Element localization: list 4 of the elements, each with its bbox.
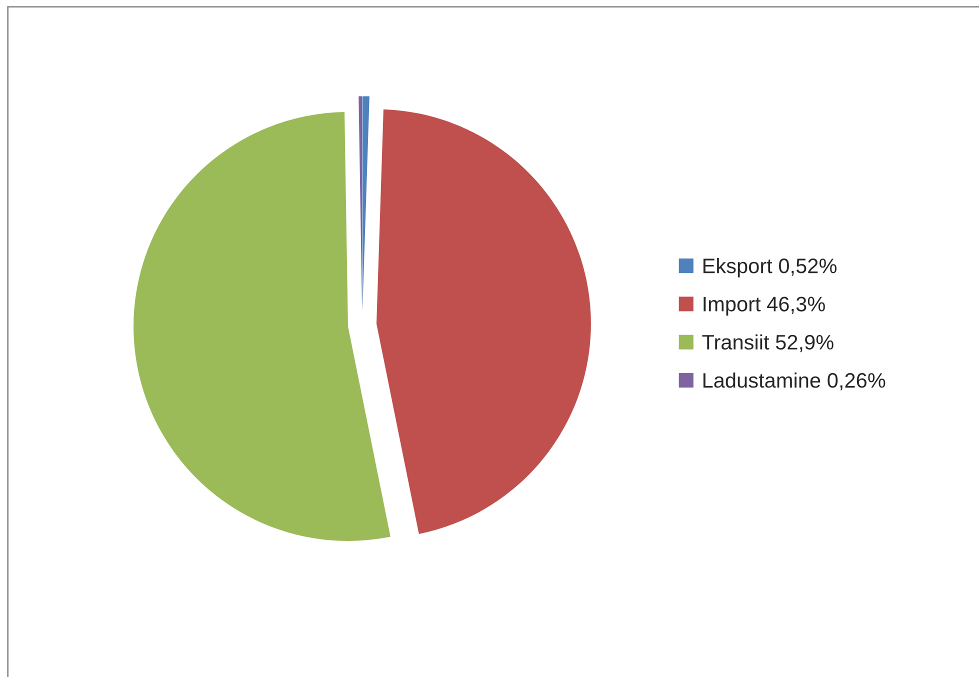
legend-label: Transiit 52,9% [702,334,834,352]
legend-label: Ladustamine 0,26% [703,372,886,390]
legend-label: Import 46,3% [704,296,825,316]
legend-label: Eksport 0,52% [703,258,837,278]
